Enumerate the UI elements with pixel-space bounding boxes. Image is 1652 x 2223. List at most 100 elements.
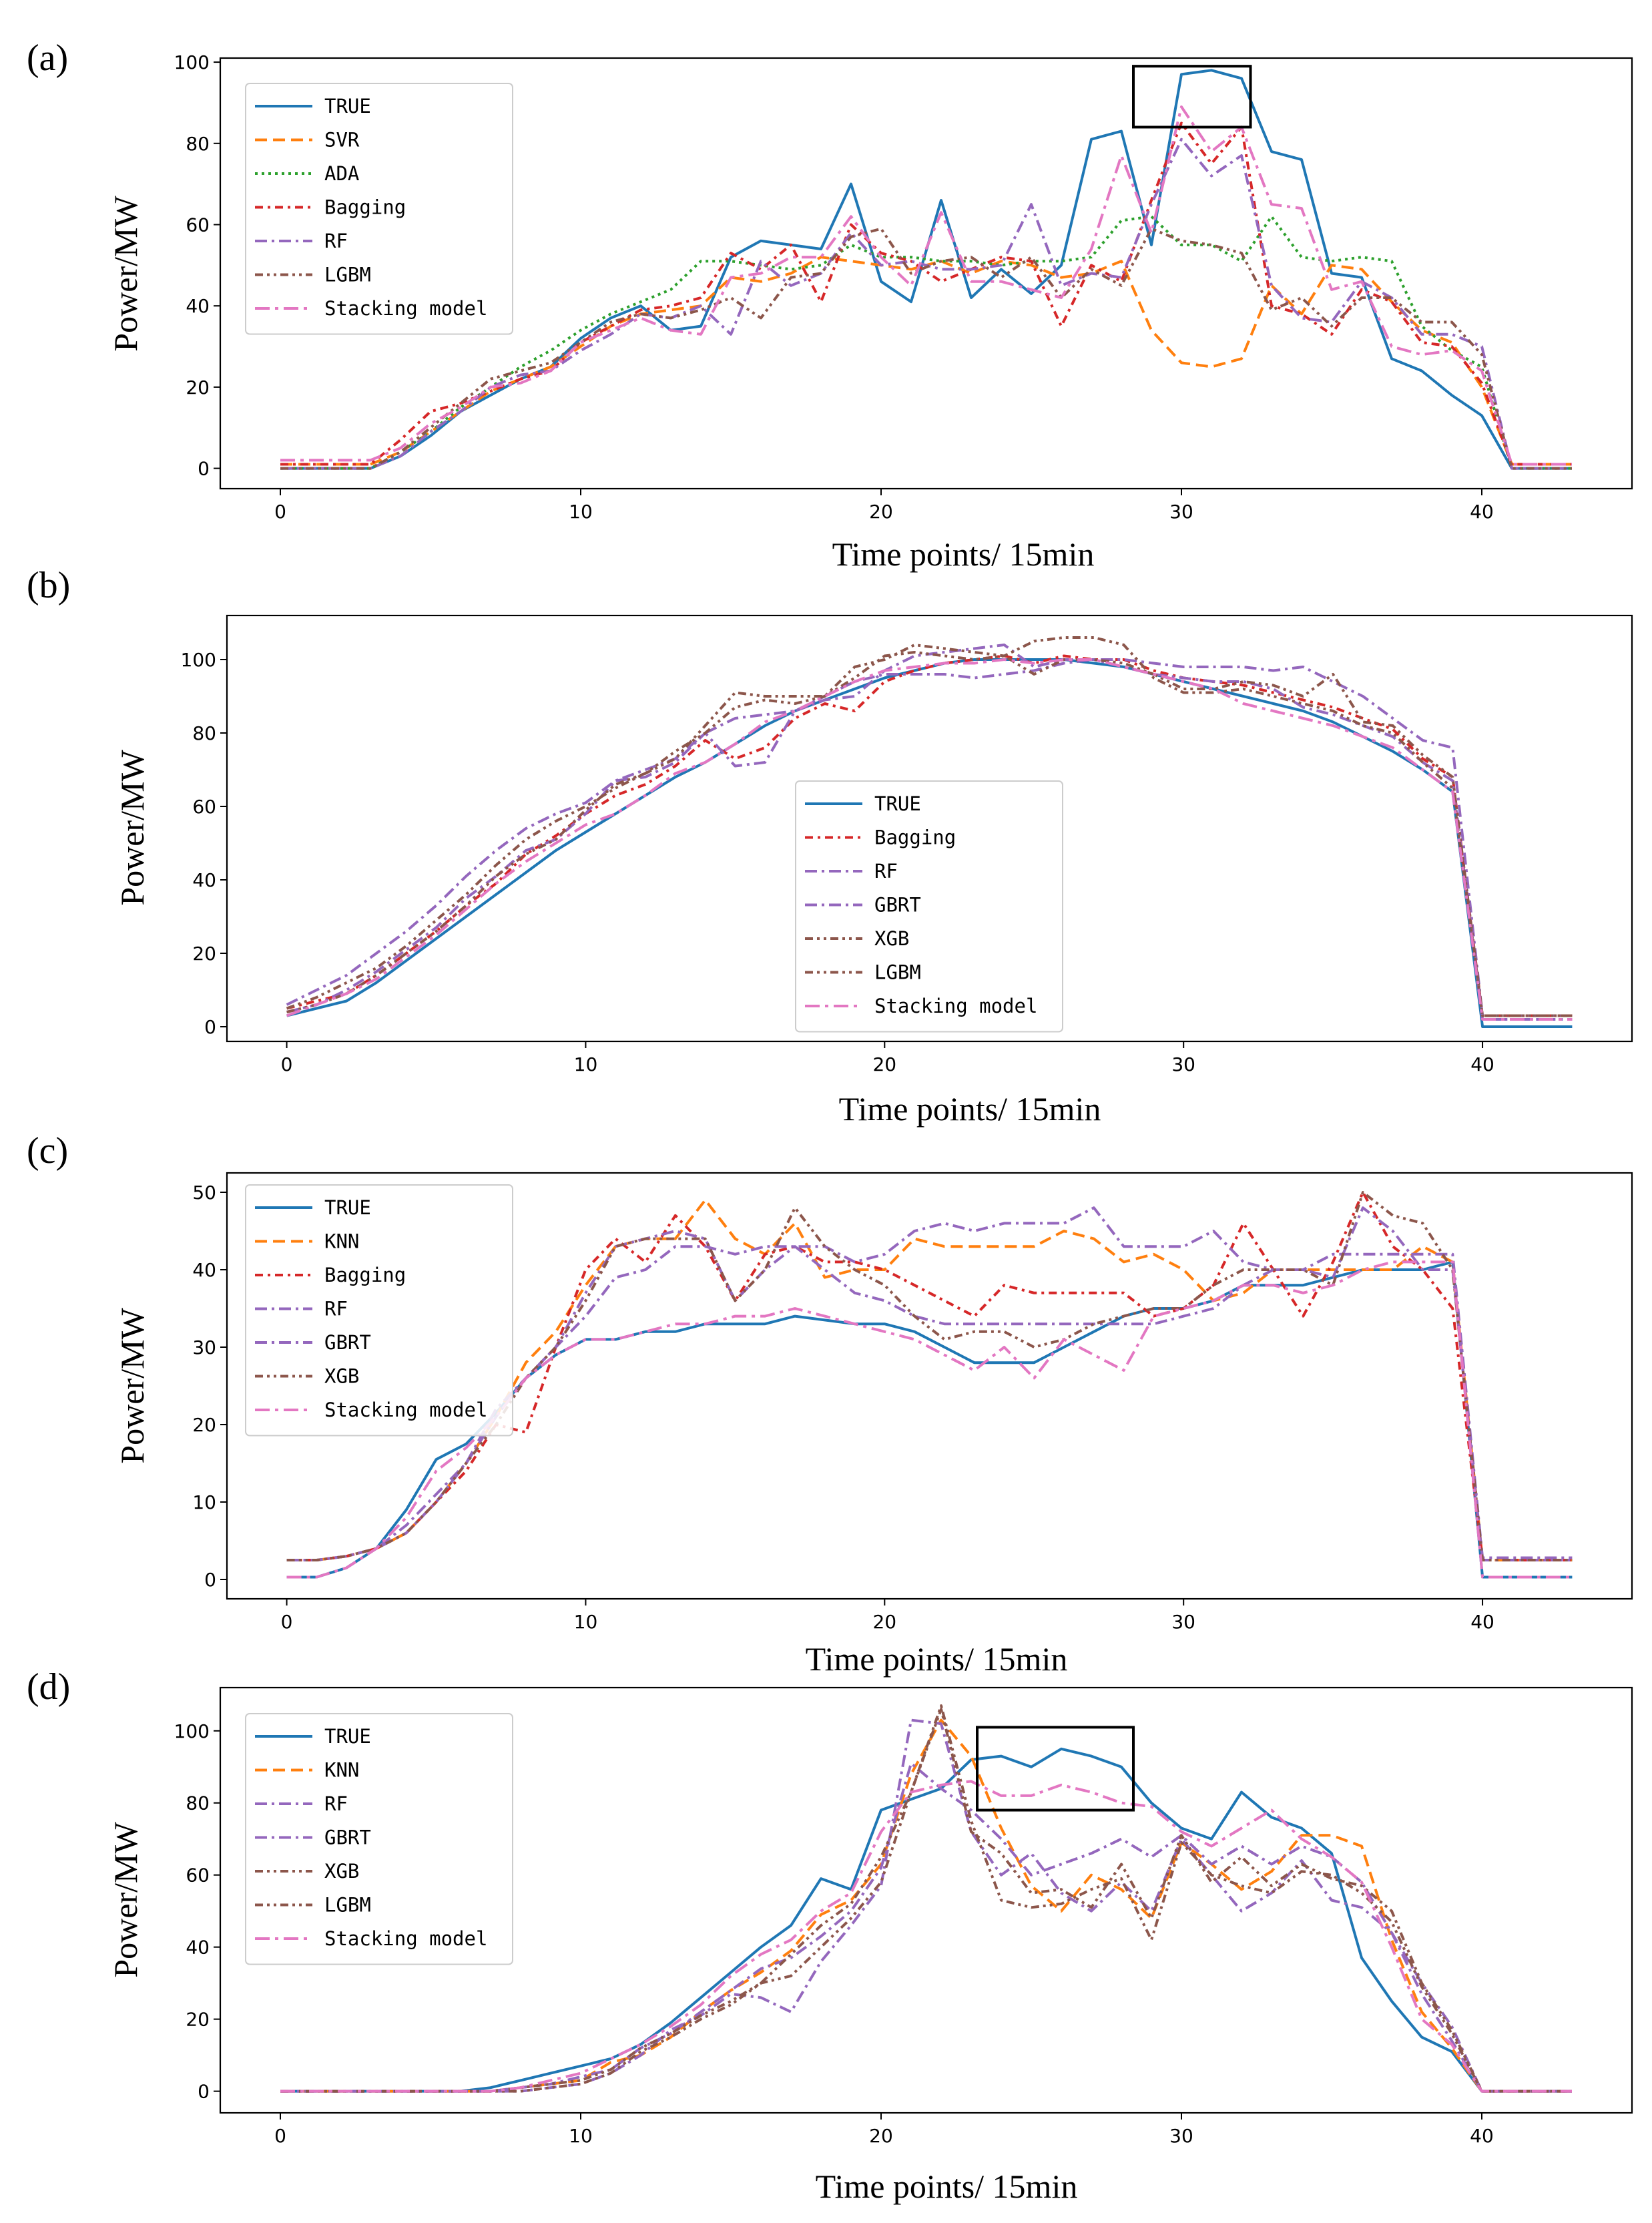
panel-d-y-tick: 20 <box>186 2009 220 2031</box>
panel-c-x-tick: 0 <box>281 1599 293 1633</box>
panel-c-x-axis-label: Time points/ 15min <box>806 1640 1068 1678</box>
panel-c-x-tick: 40 <box>1470 1599 1494 1633</box>
panel-a-legend-label-ada: ADA <box>324 162 359 185</box>
panel-b-y-tick: 0 <box>204 1016 227 1038</box>
panel-b-x-tick: 10 <box>574 1041 598 1075</box>
panel-b-plot-frame <box>226 614 1633 1043</box>
panel-a-x-tick-label: 40 <box>1470 501 1494 523</box>
panel-b-x-axis-label: Time points/ 15min <box>839 1090 1101 1128</box>
panel-c-legend-frame <box>245 1184 513 1437</box>
panel-d-legend-label-stacking-model: Stacking model <box>324 1927 487 1950</box>
panel-d-x-tick-label: 20 <box>869 2125 893 2147</box>
panel-c-y-axis-label: Power/MW <box>113 1308 151 1464</box>
panel-d-line-stacking-model <box>280 1780 1572 2093</box>
panel-d-series <box>280 1704 1572 2093</box>
panel-a-legend-frame <box>245 83 513 335</box>
panel-a-y-tick: 0 <box>198 458 220 480</box>
panel-b-y-tick: 60 <box>192 796 227 818</box>
panel-a-line-lgbm <box>280 227 1572 470</box>
panel-c-y-tick: 30 <box>192 1336 227 1358</box>
panel-b-y-tick-label: 100 <box>181 649 216 671</box>
panel-a-legend-label-true: TRUE <box>324 95 371 117</box>
panel-b-y-tick: 20 <box>192 943 227 965</box>
panel-c-x-tick-label: 20 <box>872 1611 896 1633</box>
panel-b-y-tick: 40 <box>192 869 227 891</box>
panel-c-legend-label-knn: KNN <box>324 1230 359 1253</box>
panel-c-legend-label-true: TRUE <box>324 1196 371 1219</box>
panel-c-y-tick-label: 30 <box>192 1336 216 1358</box>
panel-a-legend-label-rf: RF <box>324 230 348 252</box>
panel-a-x-tick-label: 20 <box>869 501 893 523</box>
panel-b-x-tick-label: 10 <box>574 1053 598 1075</box>
panel-b-x-tick-label: 40 <box>1470 1053 1494 1075</box>
panel-b-legend: TRUE Bagging RF GBRT XGB LGBM Stacking model <box>795 780 1063 1033</box>
panel-b-label: (b) <box>27 565 70 606</box>
panel-c-y-tick: 50 <box>192 1182 227 1204</box>
panel-d-legend: TRUE KNN RF GBRT XGB LGBM Stacking model <box>245 1713 513 1965</box>
panel-b-x-tick-label: 0 <box>281 1053 293 1075</box>
panel-a-highlight-box <box>1132 65 1252 129</box>
panel-d-y-tick: 60 <box>186 1865 220 1887</box>
panel-a-y-tick: 20 <box>186 377 220 399</box>
panel-c-y-tick-label: 0 <box>204 1569 216 1591</box>
panel-a-x-tick: 0 <box>274 489 286 523</box>
panel-d-y-axis-label: Power/MW <box>107 1822 144 1978</box>
panel-b-legend-label-lgbm: LGBM <box>874 961 921 984</box>
panel-c: 0 10 20 30 40 0 10 20 30 40 50 Time points/ 15min Po… <box>27 1130 1633 1678</box>
panel-d-y-tick-label: 0 <box>198 2081 210 2103</box>
panel-d-legend-label-gbrt: GBRT <box>324 1826 371 1849</box>
panel-d-y-tick-label: 80 <box>186 1792 210 1814</box>
panel-c-legend: TRUE KNN Bagging RF GBRT XGB Stacking model <box>245 1184 513 1437</box>
panel-c-legend-label-stacking-model: Stacking model <box>324 1399 487 1421</box>
panel-d-x-tick-label: 10 <box>569 2125 593 2147</box>
panel-d-legend-frame <box>245 1713 513 1965</box>
panel-b-series <box>286 636 1573 1028</box>
panel-d-x-tick: 20 <box>869 2113 893 2147</box>
panel-a-y-tick: 60 <box>186 214 220 236</box>
panel-c-x-tick-label: 10 <box>574 1611 598 1633</box>
panel-d-x-tick-label: 0 <box>274 2125 286 2147</box>
panel-d-line-rf <box>280 1718 1572 2093</box>
panel-c-y-tick-label: 50 <box>192 1182 216 1204</box>
panel-c-x-tick: 30 <box>1171 1599 1195 1633</box>
panel-d-legend-label-lgbm: LGBM <box>324 1894 371 1917</box>
panel-b-line-bagging <box>286 654 1573 1017</box>
panel-b-legend-label-xgb: XGB <box>874 927 909 950</box>
panel-a-legend: TRUE SVR ADA Bagging RF LGBM Stacking model <box>245 83 513 335</box>
panel-b-line-xgb <box>286 651 1573 1017</box>
panel-d-x-axis-label: Time points/ 15min <box>816 2168 1078 2205</box>
panel-d-plot-frame <box>219 1686 1633 2114</box>
panel-d-y-tick-label: 60 <box>186 1865 210 1887</box>
panel-d-y-tick: 40 <box>186 1937 220 1959</box>
panel-b-x-tick-label: 20 <box>872 1053 896 1075</box>
panel-b-line-gbrt <box>286 658 1573 1017</box>
panel-d-y-tick-label: 40 <box>186 1937 210 1959</box>
panel-d-x-tick: 30 <box>1169 2113 1193 2147</box>
panel-b-y-axis-label: Power/MW <box>113 750 151 906</box>
panel-b: 0 10 20 30 40 0 20 40 60 80 100 Time points/ 15min P… <box>27 565 1633 1128</box>
panel-d-y-tick-label: 20 <box>186 2009 210 2031</box>
panel-b-y-tick-label: 20 <box>192 943 216 965</box>
panel-a-line-rf <box>280 138 1572 470</box>
panel-a-x-tick-label: 10 <box>569 501 593 523</box>
panel-a-y-tick-label: 0 <box>198 458 210 480</box>
panel-d-y-tick: 0 <box>198 2081 220 2103</box>
panel-b-y-tick-label: 40 <box>192 869 216 891</box>
panel-c-line-gbrt <box>286 1206 1573 1561</box>
panel-a-y-tick-label: 20 <box>186 377 210 399</box>
panel-b-x-tick: 30 <box>1171 1041 1195 1075</box>
panel-a-line-stacking-model <box>280 105 1572 466</box>
panel-c-y-tick-label: 10 <box>192 1491 216 1513</box>
panel-d-x-tick: 10 <box>569 2113 593 2147</box>
panel-b-x-tick: 20 <box>872 1041 896 1075</box>
panel-a-y-tick-label: 100 <box>174 51 210 73</box>
panel-a-legend-label-bagging: Bagging <box>324 196 406 219</box>
panel-d-legend-label-xgb: XGB <box>324 1860 359 1883</box>
panel-c-legend-label-xgb: XGB <box>324 1365 359 1388</box>
panel-a-x-tick-label: 30 <box>1169 501 1193 523</box>
panel-d-y-tick: 100 <box>174 1720 220 1742</box>
panel-a-y-tick-label: 40 <box>186 295 210 317</box>
panel-b-legend-label-bagging: Bagging <box>874 826 956 849</box>
panel-c-x-tick-label: 30 <box>1171 1611 1195 1633</box>
panel-c-x-tick-label: 0 <box>281 1611 293 1633</box>
